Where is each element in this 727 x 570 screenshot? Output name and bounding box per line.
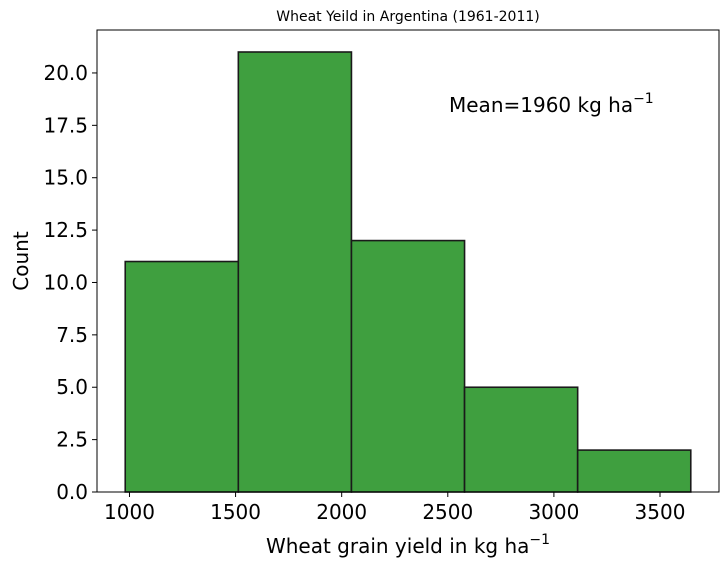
y-tick-label-7: 15.0: [43, 166, 88, 190]
x-axis-ticks: 1000 1500 2000 2500 3000 3500: [104, 492, 685, 524]
y-tick-label-6: 12.5: [43, 218, 88, 242]
chart-title: Wheat Yeild in Argentina (1961-2011): [276, 9, 539, 25]
y-tick-label-4: 7.5: [56, 323, 88, 347]
mean-annotation-superscript: −1: [633, 91, 654, 107]
x-tick-label-2: 1500: [210, 500, 261, 524]
x-axis-label: Wheat grain yield in kg ha−1: [266, 532, 550, 558]
histogram-bar-3: [350, 239, 466, 493]
x-tick-label-6: 3500: [635, 500, 686, 524]
bars-group: [124, 51, 692, 493]
y-tick-label-8: 17.5: [43, 113, 88, 137]
y-axis-ticks: 0.0 2.5 5.0 7.5 10.0 12.5 15.0 17.5 20.0: [43, 61, 97, 504]
x-tick-label-3: 2000: [316, 500, 367, 524]
histogram-bar-1: [124, 260, 240, 493]
y-tick-label-5: 10.0: [43, 270, 88, 294]
x-tick-label-4: 2500: [422, 500, 473, 524]
y-axis-label: Count: [9, 231, 33, 291]
y-tick-label-1: 0.0: [56, 480, 88, 504]
histogram-bar-5: [576, 449, 692, 493]
histogram-bar-4: [463, 386, 579, 493]
y-tick-label-9: 20.0: [43, 61, 88, 85]
x-axis-label-superscript: −1: [529, 532, 550, 548]
x-axis-label-text: Wheat grain yield in kg ha: [266, 534, 529, 558]
plot-frame: [96, 29, 720, 493]
mean-annotation: Mean=1960 kg ha−1: [449, 91, 654, 117]
histogram-bar-2: [237, 51, 353, 493]
y-tick-label-3: 5.0: [56, 375, 88, 399]
x-tick-label-1: 1000: [104, 500, 155, 524]
y-tick-label-2: 2.5: [56, 428, 88, 452]
x-tick-label-5: 3000: [528, 500, 579, 524]
mean-annotation-text: Mean=1960 kg ha: [449, 93, 633, 117]
